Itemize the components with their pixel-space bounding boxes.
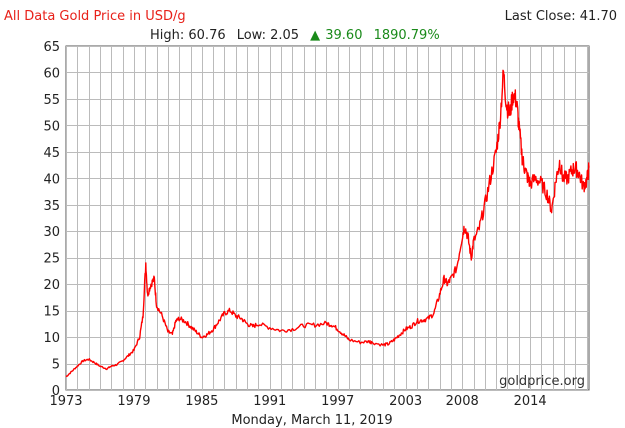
x-tick-label: 2014 bbox=[514, 394, 547, 409]
x-tick-label: 2003 bbox=[389, 394, 422, 409]
y-tick-label: 10 bbox=[43, 331, 60, 346]
series-layer bbox=[65, 69, 590, 378]
y-tick-label: 25 bbox=[43, 252, 60, 267]
y-tick-label: 20 bbox=[43, 278, 60, 293]
stat-high: High: 60.76 bbox=[150, 28, 226, 43]
y-tick-label: 60 bbox=[43, 66, 60, 81]
up-arrow-icon: ▲ bbox=[310, 28, 320, 43]
stat-change: 39.60 bbox=[325, 28, 362, 43]
y-tick-label: 40 bbox=[43, 172, 60, 187]
x-tick-label: 1991 bbox=[253, 394, 286, 409]
gold-price-line bbox=[65, 69, 590, 378]
last-close-label: Last Close: 41.70 bbox=[505, 9, 617, 24]
y-tick-label: 45 bbox=[43, 146, 60, 161]
x-axis-ticks: 1973 1979 1985 1991 1997 2003 2008 2014 bbox=[49, 394, 546, 409]
y-tick-label: 0 bbox=[52, 384, 60, 399]
chart-title: All Data Gold Price in USD/g bbox=[4, 9, 186, 24]
x-tick-label: 1979 bbox=[117, 394, 150, 409]
x-tick-label: 2008 bbox=[446, 394, 479, 409]
date-caption: Monday, March 11, 2019 bbox=[231, 413, 392, 428]
y-tick-label: 65 bbox=[43, 40, 60, 55]
y-tick-label: 55 bbox=[43, 93, 60, 108]
plot-frame bbox=[65, 45, 590, 391]
chart-grid bbox=[65, 45, 590, 391]
x-tick-label: 1997 bbox=[321, 394, 354, 409]
y-tick-label: 50 bbox=[43, 119, 60, 134]
y-tick-label: 35 bbox=[43, 199, 60, 214]
x-tick-label: 1985 bbox=[185, 394, 218, 409]
x-tick-label: 1973 bbox=[49, 394, 82, 409]
y-tick-label: 5 bbox=[52, 358, 60, 373]
watermark: goldprice.org bbox=[499, 374, 585, 389]
stat-low: Low: 2.05 bbox=[237, 28, 299, 43]
y-axis-ticks: 0 5 10 15 20 25 30 35 40 45 50 55 60 65 bbox=[43, 40, 60, 399]
stat-change-pct: 1890.79% bbox=[374, 28, 440, 43]
y-tick-label: 30 bbox=[43, 225, 60, 240]
stats-line: High: 60.76 Low: 2.05 ▲ 39.60 1890.79% bbox=[150, 24, 440, 43]
y-tick-label: 15 bbox=[43, 305, 60, 320]
